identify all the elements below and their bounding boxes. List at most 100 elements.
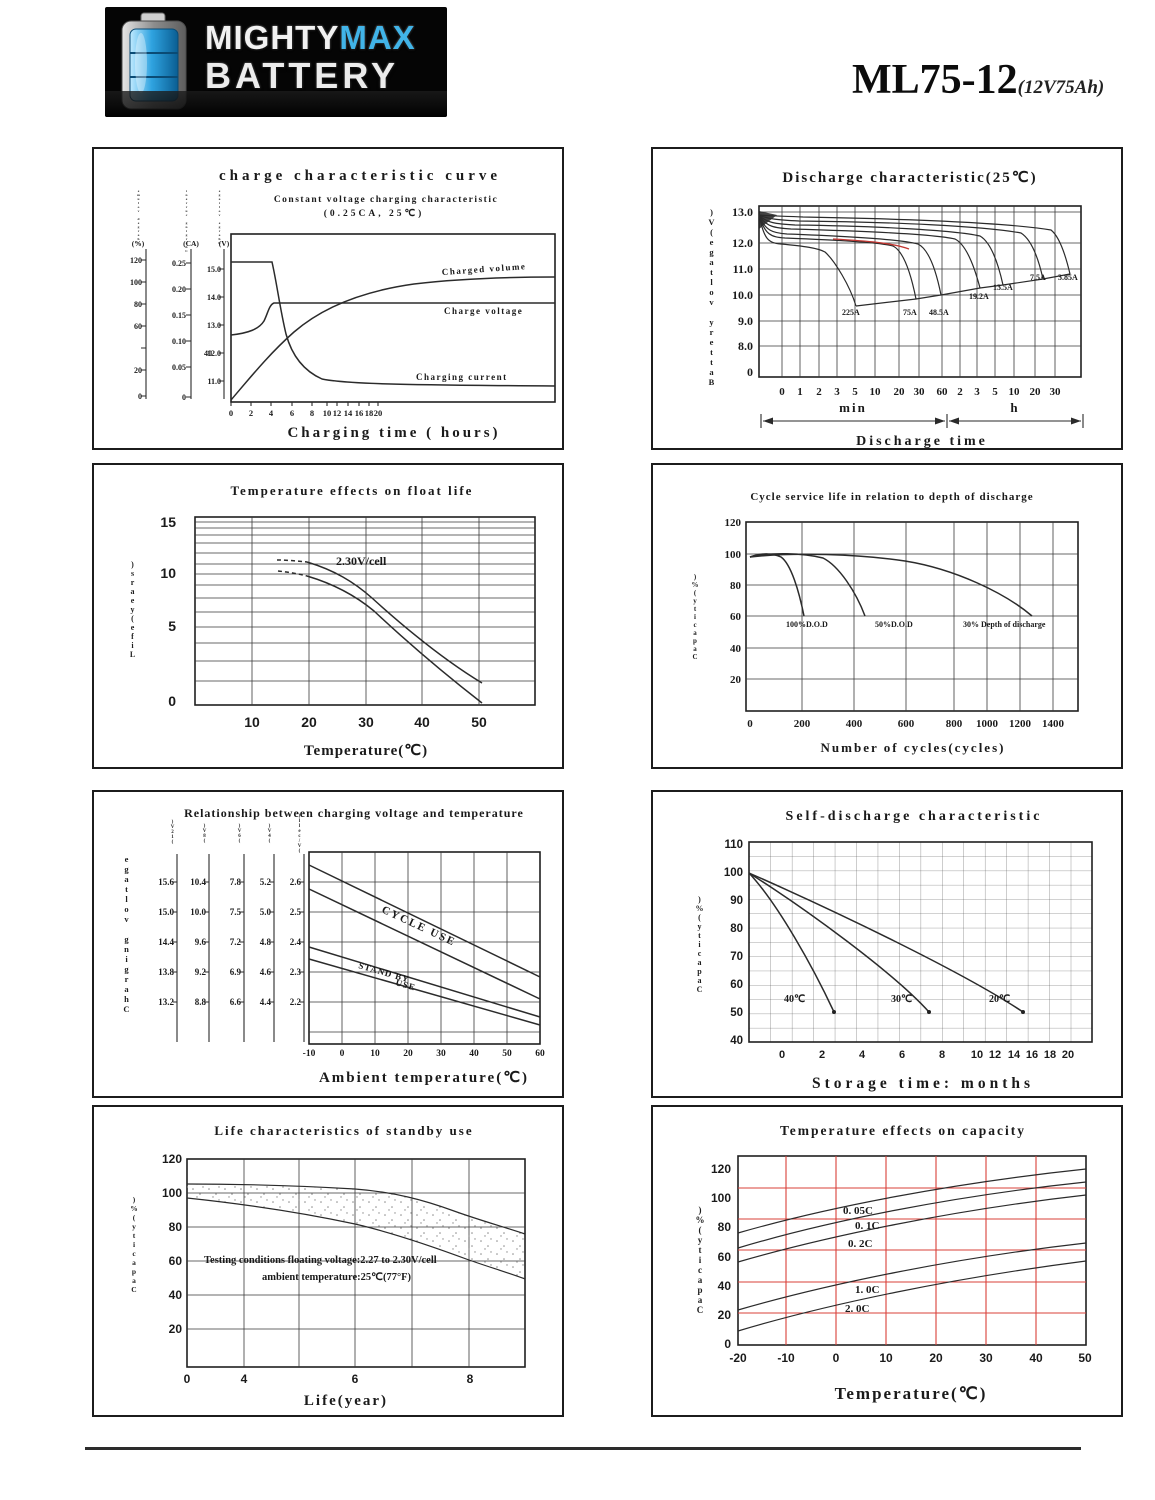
scale-label-12v: )V21( [170,820,175,845]
y-axis-label: )%(yticapaC [695,1205,705,1315]
curve-1.0c [737,1242,1087,1311]
brand-name-top: MIGHTYMAX [205,19,416,56]
endpoint-30c [927,1010,931,1014]
scale-label-6v: )V6( [237,824,242,844]
brand-name-accent: MAX [339,19,416,56]
x-tick: 1 [797,386,803,398]
y-tick: 100 [130,278,142,287]
scale-label-vcell: )llec/V( [297,814,302,854]
panel-charging-voltage-temperature: Relationship between charging voltage an… [92,790,564,1098]
band-upper [186,1183,526,1235]
curve-30c [748,872,930,1013]
series-label: 50%D.O.D [875,620,913,629]
y-tick: 80 [169,1220,183,1234]
panel-charge-characteristic: charge characteristic curve Constant vol… [92,147,564,450]
band-lower [186,1197,526,1280]
panel-standby-life: Life characteristics of standby use Test… [92,1105,564,1417]
x-tick: 40 [1029,1351,1043,1365]
x-tick: 1000 [976,718,999,730]
y-tick: 60 [730,979,743,991]
chart-title: Temperature effects on float life [231,483,474,498]
x-tick: 10 [971,1049,983,1061]
curve-0.05c [737,1168,1087,1234]
x-tick: 2 [816,386,822,398]
plot-border [758,205,1082,378]
series-label: 13.5A [993,283,1013,292]
panel-float-life: Temperature effects on float life 2.30V/… [92,463,564,769]
series-label: 0. 2C [848,1238,873,1250]
scale-tick: 5.0 [260,907,272,917]
y-tick: 10.0 [732,288,753,302]
model-rating: (12V75Ah) [1017,77,1105,98]
scale-tick: 13.2 [158,997,174,1007]
scale-tick: 13.8 [158,967,174,977]
series-label: 7.5A [1030,273,1046,282]
scale-axis-4v [270,854,275,1042]
endpoint-20c [1021,1010,1025,1014]
y-tick: 0.25 [172,259,186,268]
curve-30-dod [749,553,1033,617]
x-tick: 5 [852,386,858,398]
series-label: 48.5A [929,308,949,317]
cycle-band-lower [308,888,541,1000]
series-label-charge-voltage: Charge voltage [444,306,523,316]
y-tick: 110 [724,839,743,851]
x-tick: -10 [303,1049,316,1059]
x-tick: 18 [1044,1049,1056,1061]
y-tick: 60 [134,322,142,331]
scale-tick: 9.2 [195,967,207,977]
x-tick: 50 [502,1049,512,1059]
x-axis-label: Number of cycles(cycles) [821,740,1006,755]
y-tick: 40 [730,643,742,655]
x-tick: 400 [846,718,863,730]
axis-unit: (V) [219,239,230,248]
x-tick: 20 [403,1049,413,1059]
plot-border [230,233,556,403]
band-lower [306,575,483,704]
y-tick-displaced: 40 [204,349,212,358]
y-tick: 0.20 [172,285,186,294]
band-label-use: USE [394,977,416,992]
grid-horizontal [746,553,1078,680]
y-tick: 0.15 [172,311,186,320]
x-tick: 16 [355,408,364,418]
y-tick: 0 [724,1337,731,1351]
x-tick: 1200 [1009,718,1032,730]
scale-tick: 2.5 [290,907,302,917]
panel-cycle-life: Cycle service life in relation to depth … [651,463,1123,769]
x-axis-label: Temperature(℃) [835,1384,988,1403]
x-tick: 0 [229,408,233,418]
x-tick: 30 [1050,386,1062,398]
chart-charge-characteristic: charge characteristic curve Constant vol… [130,168,556,441]
note-ambient-temperature: ambient temperature:25℃(77°F) [262,1271,412,1283]
y-tick: 60 [169,1254,183,1268]
curve-0.1c [737,1181,1087,1249]
axis-name-charge-voltage: egatlov egrahC [217,189,222,245]
grid-horizontal [759,211,1081,347]
chart-subtitle: Constant voltage charging characteristic [274,195,498,205]
y-tick: 80 [730,923,743,935]
x-tick: 10 [1009,386,1021,398]
y-tick: 40 [718,1279,732,1293]
x-tick: 2 [819,1049,825,1061]
band-upper-dashed [276,559,308,563]
scale-tick: 14.4 [158,937,174,947]
curve-50-dod [749,552,866,617]
v-axis [219,249,225,399]
y-tick: 5 [168,618,176,634]
standby-band-lower [308,958,541,1026]
charging-current-curve [231,261,556,387]
x-ticks [230,402,379,406]
chart-float-life: Temperature effects on float life 2.30V/… [160,483,536,759]
brand-logo: MIGHTYMAX BATTERY [105,7,447,117]
x-tick: 8 [939,1049,945,1061]
band-upper [306,561,483,684]
chart-discharge-characteristic: Discharge characteristic(25℃) 13.0 12.0 … [732,170,1084,448]
chart-title: Discharge characteristic(25℃) [782,170,1037,186]
chart-title: charge characteristic curve [219,168,501,184]
series-label: 3.85A [1058,273,1078,282]
scale-label-4v: )V4( [267,824,272,844]
scale-tick: 15.0 [158,907,174,917]
y-tick: 20 [730,674,742,686]
